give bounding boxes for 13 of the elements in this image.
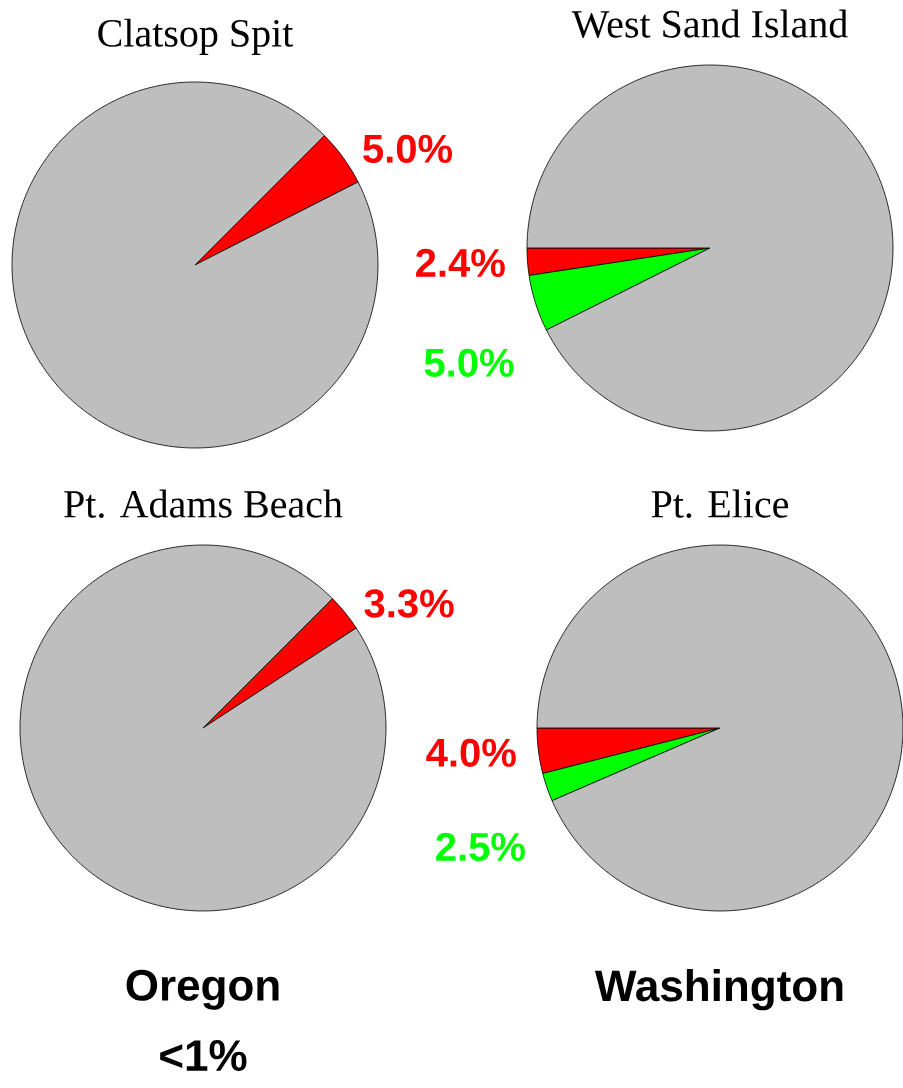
chart-title: Pt. Adams Beach — [64, 489, 343, 518]
data-label: 2.4% — [416, 248, 505, 278]
data-label: 3.3% — [364, 589, 454, 618]
chart-title: West Sand Island — [571, 9, 848, 38]
data-label: 2.5% — [436, 832, 525, 862]
data-label: 5.0% — [424, 348, 514, 377]
chart-title: Pt. Elice — [651, 489, 789, 518]
chart-title: Clatsop Spit — [98, 18, 294, 55]
data-label: 5.0% — [363, 134, 453, 163]
text: Washington — [594, 969, 843, 1011]
data-label: 4.0% — [426, 738, 516, 767]
text: Oregon — [126, 969, 279, 1010]
text: <1% — [160, 1040, 247, 1072]
